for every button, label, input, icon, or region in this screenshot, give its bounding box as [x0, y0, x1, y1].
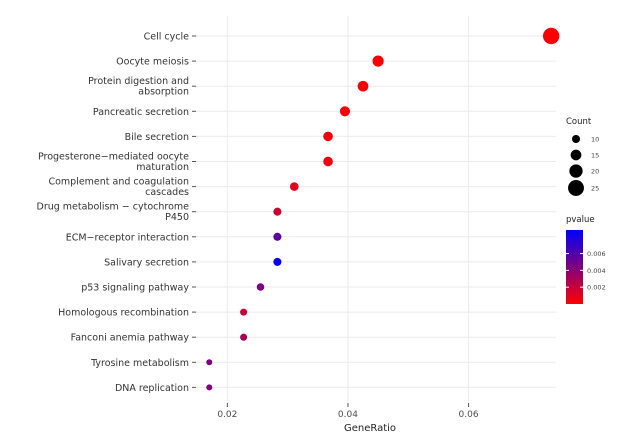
data-points — [206, 27, 560, 391]
data-point — [323, 131, 333, 142]
category-label: Cell cycle — [144, 32, 189, 43]
category-label: Fanconi anemia pathway — [71, 333, 190, 344]
pvalue-legend-label: 0.004 — [587, 267, 606, 275]
pvalue-legend-label: 0.006 — [587, 250, 606, 258]
data-point — [289, 182, 299, 191]
data-point — [240, 308, 248, 316]
data-point — [256, 283, 265, 291]
x-tick-label: 0.04 — [338, 410, 358, 420]
category-label: Bile secretion — [125, 132, 189, 143]
count-legend-label: 10 — [591, 136, 599, 144]
pvalue-legend-label: 0.002 — [587, 284, 606, 292]
category-labels: Cell cycle Oocyte meiosis Protein digestio… — [37, 32, 196, 394]
data-point — [206, 384, 213, 391]
data-point — [273, 257, 282, 266]
x-axis-ticks: 0.02 0.04 0.06 — [217, 403, 479, 420]
grid-lines — [196, 16, 556, 403]
count-legend-label: 15 — [591, 152, 599, 160]
x-tick-label: 0.02 — [217, 410, 237, 420]
data-point — [273, 232, 282, 241]
category-label: Salivary secretion — [104, 257, 189, 268]
x-axis-title: GeneRatio — [344, 423, 396, 434]
category-label: Progesterone−mediated oocyte maturation — [38, 152, 189, 174]
category-label: Tyrosine metabolism — [90, 358, 189, 369]
category-label: p53 signaling pathway — [81, 283, 189, 294]
count-legend-label: 20 — [591, 168, 599, 176]
category-label: Homologous recombination — [58, 308, 189, 319]
data-point — [357, 80, 369, 92]
count-legend-dot — [570, 149, 582, 161]
category-label: ECM−receptor interaction — [66, 232, 189, 243]
category-label: Complement and coagulation cascades — [48, 177, 189, 199]
pvalue-legend: pvalue 0.002 0.004 0.006 — [566, 215, 606, 304]
count-legend-title: Count — [566, 117, 592, 127]
data-point — [240, 333, 248, 341]
data-point — [273, 207, 282, 216]
count-legend-dot — [569, 164, 583, 178]
pvalue-legend-title: pvalue — [566, 215, 595, 225]
category-label: Pancreatic secretion — [93, 107, 189, 118]
data-point — [542, 27, 560, 45]
data-point — [372, 55, 384, 67]
data-point — [323, 156, 333, 167]
category-label: DNA replication — [115, 383, 189, 394]
count-legend: Count 10 15 20 25 — [566, 117, 599, 196]
plot-panel — [196, 16, 556, 403]
count-legend-dot — [571, 134, 581, 144]
count-legend-dot — [568, 180, 584, 196]
category-label: Drug metabolism − cytochrome P450 — [37, 202, 190, 224]
data-point — [206, 359, 213, 366]
category-label: Oocyte meiosis — [116, 57, 189, 68]
count-legend-label: 25 — [591, 185, 599, 193]
data-point — [339, 106, 351, 117]
x-tick-label: 0.06 — [459, 410, 479, 420]
category-label: Protein digestion and absorption — [88, 76, 189, 98]
pvalue-colorbar — [566, 230, 583, 304]
